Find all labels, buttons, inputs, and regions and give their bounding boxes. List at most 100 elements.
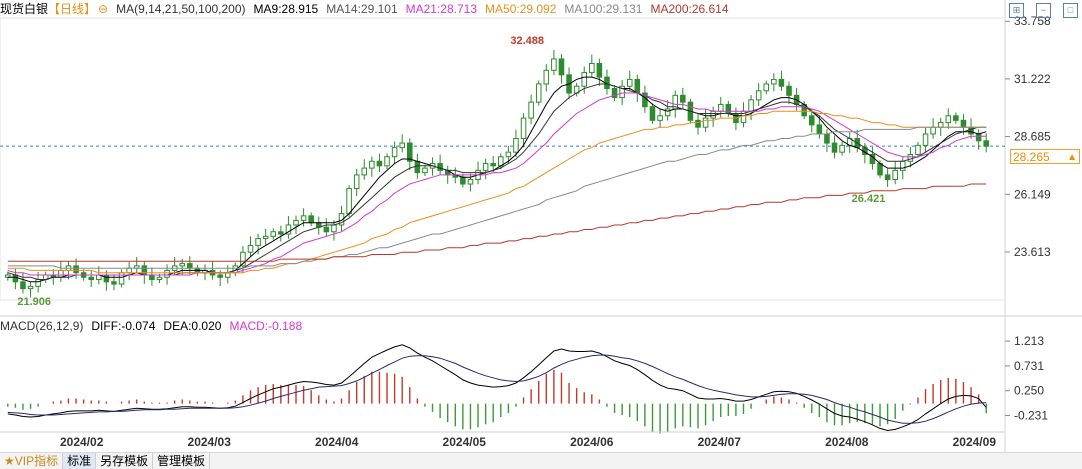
candle-down [12,274,19,283]
ma14-value: MA14:29.101 [326,2,398,16]
caret-up-icon: ▲ [1067,152,1077,163]
candle-up [293,219,299,226]
candle-down [414,160,421,174]
candle-down [407,142,413,162]
candle-up [118,272,125,285]
macd-params[interactable]: MACD(26,12,9) [0,319,84,333]
price-tick-label: 23.613 [1014,245,1051,259]
candle-down [884,174,891,180]
vip-indicator-tab[interactable]: ★VIP指标 [0,453,64,469]
ma100-line [7,126,987,269]
candle-down [217,274,223,278]
candle-down [824,133,830,144]
candle-up [702,117,709,128]
x-axis-label: 2024/02 [60,435,104,449]
candle-down [187,263,193,269]
candle-up [771,78,777,85]
star-icon: ★ [4,454,15,468]
candle-up [551,58,557,71]
high-annotation: 32.488 [510,35,544,47]
ma21-value: MA21:28.713 [405,2,478,16]
ma-legend: 现货白银【日线】 ⊖ MA(9,14,21,50,100,200) MA9:28.91… [0,0,1000,18]
ma200-line [7,183,987,262]
panel-controls: ⊞ − □ [997,0,1078,18]
diff-value: DIFF:-0.074 [91,319,156,333]
candle-up [179,263,186,267]
candle-up [907,153,914,162]
x-axis-label: 2024/03 [188,435,232,449]
macd-value: MACD:-0.188 [229,319,303,333]
candle-down [611,88,618,99]
candle-up [5,274,11,278]
candle-up [520,117,527,140]
candle-down [558,58,565,76]
bottom-toolbar: ★VIP指标 标准 另存模板 管理模板 [0,452,1082,469]
candle-down [103,274,110,283]
candle-down [816,124,823,135]
candle-up [482,163,489,171]
candle-up [27,285,34,290]
ma14-line [7,83,987,280]
symbol-name: 现货白银 [0,2,49,16]
candle-up [35,279,41,287]
candle-up [156,276,163,281]
candle-up [755,90,762,101]
x-axis-label: 2024/05 [443,435,487,449]
candle-down [278,231,284,235]
candle-up [331,224,337,233]
x-axis-label: 2024/09 [953,435,997,449]
candle-down [877,163,883,176]
candle-down [831,142,838,153]
candle-up [240,251,246,267]
macd-legend: MACD(26,12,9) DIFF:-0.074 DEA:0.020 MACD:-0… [0,318,310,334]
grid-icon[interactable]: ⊞ [1009,3,1024,18]
candle-down [680,94,686,103]
candle-down [323,226,330,233]
price-tick-label: 28.685 [1014,130,1051,144]
settings-icon[interactable]: ⊖ [98,2,109,16]
candle-up [422,167,428,174]
macd-tick-label: 1.213 [1014,334,1044,348]
candle-up [892,169,898,180]
standard-tab[interactable]: 标准 [63,453,97,469]
period-label[interactable]: 【日线】 [48,2,97,16]
candle-up [664,108,671,117]
candle-down [808,115,815,126]
macd-tick-label: 0.731 [1014,359,1044,373]
save-template-tab[interactable]: 另存模板 [96,453,154,469]
manage-template-tab[interactable]: 管理模板 [153,453,211,469]
candle-up [391,147,398,158]
candle-up [710,110,716,119]
minimize-icon[interactable]: − [1036,3,1051,18]
ma9-line [7,76,987,283]
candle-down [960,119,967,128]
dea-value: DEA:0.020 [163,319,222,333]
ma-params[interactable]: MA(9,14,21,50,100,200) [116,2,246,16]
maximize-icon[interactable]: □ [1063,3,1078,18]
candle-up [353,174,360,190]
candle-up [839,144,845,153]
candle-up [255,238,261,246]
candle-up [285,224,292,235]
candle-up [657,115,663,121]
candle-down [953,115,959,121]
dea-line [7,354,987,424]
candle-up [262,235,269,240]
candle-up [270,231,277,237]
candle-up [126,267,132,274]
candle-up [300,215,307,221]
candle-down [596,62,603,78]
diff-line [7,344,987,432]
candle-up [763,83,770,92]
ma200-value: MA200:26.614 [650,2,729,16]
candle-up [58,269,64,278]
candle-up [535,83,542,103]
candle-down [968,126,974,135]
candle-down [975,133,982,142]
candle-up [338,213,345,226]
candle-up [748,99,754,112]
low-annotation: 26.421 [852,193,886,205]
candle-down [308,215,314,224]
ma100-value: MA100:29.131 [564,2,643,16]
